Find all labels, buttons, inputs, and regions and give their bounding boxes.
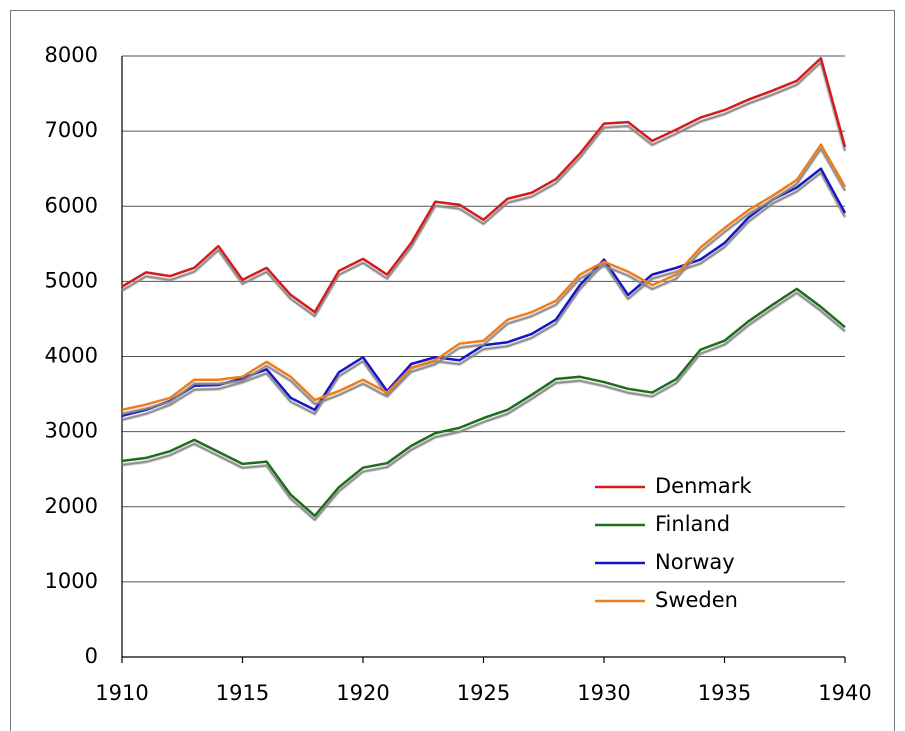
y-tick-label: 0 [85, 644, 98, 668]
series-line [121, 287, 846, 518]
legend-label: Sweden [655, 588, 738, 612]
series-line [121, 57, 847, 314]
series-group [121, 167, 847, 418]
y-tick-label: 6000 [45, 193, 98, 217]
legend-label: Denmark [655, 474, 752, 498]
series-group [121, 57, 847, 314]
y-tick-label: 4000 [45, 344, 98, 368]
series-group [121, 143, 847, 412]
x-tick-label: 1915 [216, 681, 269, 705]
x-tick-label: 1930 [577, 681, 630, 705]
series-line [121, 143, 847, 412]
series-group [121, 287, 846, 518]
legend-label: Norway [655, 550, 735, 574]
x-tick-label: 1910 [95, 681, 148, 705]
legend-label: Finland [655, 512, 730, 536]
y-tick-label: 2000 [45, 494, 98, 518]
y-tick-label: 3000 [45, 419, 98, 443]
x-tick-label: 1925 [457, 681, 510, 705]
y-tick-label: 7000 [45, 118, 98, 142]
y-tick-label: 1000 [45, 569, 98, 593]
frame [10, 10, 895, 731]
x-tick-label: 1920 [336, 681, 389, 705]
y-tick-label: 8000 [45, 43, 98, 67]
series-line [121, 167, 847, 418]
y-tick-label: 5000 [45, 268, 98, 292]
x-tick-label: 1935 [698, 681, 751, 705]
x-tick-label: 1940 [818, 681, 871, 705]
